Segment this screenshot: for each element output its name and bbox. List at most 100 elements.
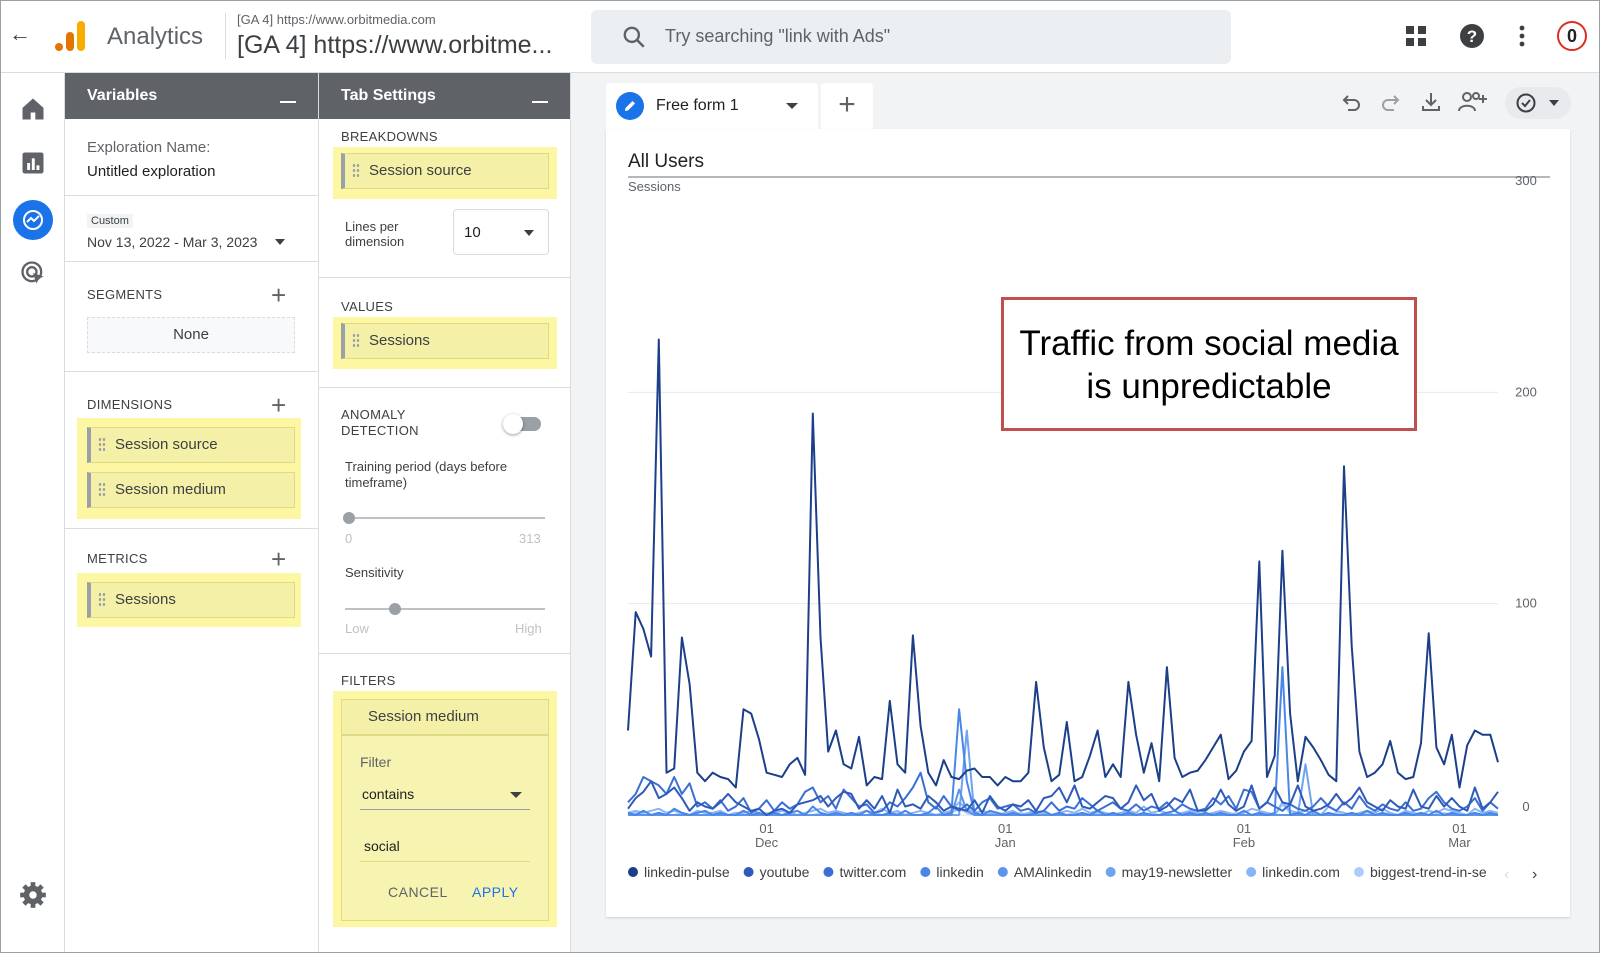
slider-knob[interactable]	[389, 603, 401, 615]
legend-prev-icon[interactable]: ‹	[1504, 866, 1509, 883]
analytics-logo-icon	[55, 21, 85, 51]
search-placeholder: Try searching "link with Ads"	[665, 26, 891, 46]
dimension-chip[interactable]: Session medium	[87, 472, 295, 508]
add-metric-icon[interactable]: +	[271, 544, 287, 574]
anomaly-toggle[interactable]	[503, 414, 541, 434]
filter-dimension-chip[interactable]: Session medium	[341, 699, 549, 735]
notification-badge[interactable]: 0	[1557, 21, 1587, 51]
chevron-down-icon[interactable]	[275, 239, 285, 245]
apps-grid-icon[interactable]	[1401, 21, 1431, 51]
dimension-chip[interactable]: Session source	[87, 427, 295, 463]
drag-handle-icon[interactable]	[98, 592, 106, 608]
explore-icon	[23, 210, 43, 230]
add-tab-button[interactable]: +	[821, 83, 873, 129]
x-tick-month: Jan	[995, 835, 1016, 850]
sensitivity-min: Low	[345, 621, 369, 636]
cancel-button[interactable]: CANCEL	[388, 884, 448, 900]
advertising-icon[interactable]	[19, 259, 47, 287]
settings-gear-icon[interactable]	[19, 881, 47, 909]
reports-icon[interactable]	[19, 149, 47, 177]
drag-handle-icon[interactable]	[352, 333, 360, 349]
slider-knob[interactable]	[343, 512, 355, 524]
download-icon[interactable]	[1419, 90, 1443, 114]
drag-handle-icon[interactable]	[352, 163, 360, 179]
legend-label: youtube	[760, 864, 810, 880]
minimize-icon[interactable]	[532, 101, 548, 103]
add-dimension-icon[interactable]: +	[271, 390, 287, 420]
check-circle-icon	[1516, 93, 1536, 113]
legend-item[interactable]: biggest-trend-in-seo	[1353, 864, 1495, 880]
property-selector[interactable]: [GA 4] https://www.orbitme...	[237, 31, 553, 59]
y-axis-label: Sessions	[628, 179, 681, 194]
sensitivity-slider[interactable]	[345, 603, 545, 615]
filter-value: social	[364, 838, 400, 854]
breakdowns-title: BREAKDOWNS	[341, 129, 438, 144]
metric-chip[interactable]: Sessions	[87, 582, 295, 618]
x-tick-month: Feb	[1233, 835, 1255, 850]
tab-label: Free form 1	[656, 97, 739, 114]
undo-icon[interactable]	[1339, 91, 1363, 115]
share-users-icon[interactable]	[1457, 89, 1489, 115]
x-tick-day: 01	[998, 821, 1012, 836]
series-line-AMAlinkedin[interactable]	[628, 788, 1498, 816]
annotation-box: Traffic from social media is unpredictab…	[1001, 297, 1417, 431]
filters-title: FILTERS	[341, 673, 396, 688]
training-max: 313	[519, 531, 541, 546]
help-icon[interactable]: ?	[1457, 21, 1487, 51]
training-period-label: Training period (days before timeframe)	[345, 459, 508, 490]
drag-handle-icon[interactable]	[98, 437, 106, 453]
legend-item[interactable]: twitter.com	[823, 864, 906, 880]
exploration-name-input[interactable]: Untitled exploration	[87, 163, 216, 180]
legend-item[interactable]: youtube	[743, 864, 810, 880]
sensitivity-label: Sensitivity	[345, 565, 404, 580]
legend-item[interactable]: linkedin-pulse	[628, 864, 730, 880]
status-menu[interactable]	[1505, 87, 1571, 119]
apply-button[interactable]: APPLY	[472, 884, 519, 900]
add-segment-icon[interactable]: +	[271, 280, 287, 310]
more-vert-icon[interactable]	[1507, 21, 1537, 51]
filter-value-input[interactable]: social	[360, 828, 530, 862]
dimensions-title: DIMENSIONS	[87, 397, 173, 412]
minimize-icon[interactable]	[280, 101, 296, 103]
legend-swatch	[1246, 867, 1257, 877]
metrics-title: METRICS	[87, 551, 148, 566]
x-tick-month: Dec	[755, 835, 779, 850]
back-arrow-icon[interactable]: ←	[9, 21, 31, 46]
redo-icon[interactable]	[1379, 91, 1403, 115]
variables-title: Variables	[87, 87, 158, 104]
legend-item[interactable]: linkedin.com	[1246, 864, 1340, 880]
date-range-selector[interactable]: Nov 13, 2022 - Mar 3, 2023	[87, 234, 258, 250]
legend-next-icon[interactable]: ›	[1532, 866, 1537, 883]
filter-operator-select[interactable]: contains	[360, 776, 530, 810]
breakdown-chip[interactable]: Session source	[341, 153, 549, 189]
series-line-linkedin[interactable]	[627, 666, 1499, 816]
home-icon[interactable]	[19, 95, 47, 123]
filter-label: Filter	[360, 754, 392, 770]
drag-handle-icon[interactable]	[98, 482, 106, 498]
value-chip[interactable]: Sessions	[341, 323, 549, 359]
legend-label: may19-newsletter	[1122, 864, 1233, 880]
search-bar[interactable]: Try searching "link with Ads"	[591, 10, 1231, 64]
explore-nav-active[interactable]	[13, 200, 53, 240]
segments-empty: None	[87, 317, 295, 353]
tab-menu-icon[interactable]	[786, 103, 798, 109]
tab-free-form[interactable]: Free form 1	[606, 83, 818, 129]
tab-settings-title: Tab Settings	[341, 87, 436, 104]
series-line-linkedin-pulse[interactable]	[627, 338, 1499, 789]
legend-item[interactable]: AMAlinkedin	[997, 864, 1092, 880]
series-line-twitter.com[interactable]	[627, 771, 1499, 814]
legend-item[interactable]: linkedin	[920, 864, 984, 880]
x-tick-day: 01	[1452, 821, 1466, 836]
x-tick-day: 01	[1237, 821, 1251, 836]
training-slider[interactable]	[343, 512, 545, 524]
lines-per-dimension-select[interactable]: 10	[453, 209, 549, 255]
legend-swatch	[1105, 867, 1116, 877]
left-nav	[1, 73, 65, 952]
pencil-icon[interactable]	[616, 92, 644, 120]
legend-label: linkedin.com	[1262, 864, 1340, 880]
search-icon	[623, 26, 645, 48]
date-tag: Custom	[87, 214, 133, 228]
legend-item[interactable]: may19-newsletter	[1105, 864, 1233, 880]
series-line-youtube[interactable]	[627, 780, 1499, 816]
x-tick-day: 01	[759, 821, 773, 836]
